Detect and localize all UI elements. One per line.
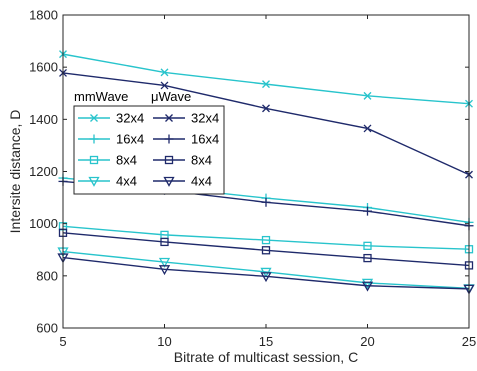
x-tick-label: 15 bbox=[259, 334, 273, 349]
y-tick-label: 1200 bbox=[29, 164, 58, 179]
series-7 bbox=[57, 253, 475, 295]
y-tick-label: 800 bbox=[36, 268, 58, 283]
x-tick-label: 20 bbox=[360, 334, 374, 349]
y-tick-label: 1000 bbox=[29, 216, 58, 231]
legend-item: 16x4 bbox=[78, 132, 144, 147]
data-point bbox=[260, 272, 272, 283]
legend-label: 16x4 bbox=[116, 132, 144, 147]
data-point bbox=[158, 257, 171, 268]
legend-label: 8x4 bbox=[116, 153, 137, 168]
axes-layer: 5 10 15 20 25 600 800 1000 1200 1400 1600 1800 bbox=[29, 8, 476, 350]
x-tick-label: 25 bbox=[462, 334, 476, 349]
legend-group-label: μWave bbox=[151, 89, 191, 104]
legend-marker bbox=[89, 134, 99, 144]
data-point bbox=[160, 237, 169, 247]
data-point bbox=[363, 241, 372, 250]
legend-marker bbox=[90, 114, 98, 122]
y-tick-label: 1600 bbox=[29, 60, 58, 75]
legend-item: 4x4 bbox=[153, 174, 212, 189]
series-line bbox=[62, 256, 470, 290]
legend-label: 32x4 bbox=[116, 111, 144, 126]
series-line bbox=[62, 225, 470, 250]
data-point bbox=[363, 206, 372, 216]
y-tick-label: 1400 bbox=[29, 112, 58, 127]
data-point bbox=[158, 265, 171, 276]
y-tick-label: 600 bbox=[36, 321, 58, 336]
y-tick-label: 1800 bbox=[29, 8, 58, 23]
data-point bbox=[361, 278, 374, 289]
legend-label: 8x4 bbox=[191, 153, 212, 168]
data-point bbox=[262, 104, 270, 113]
y-axis-title: Intersite distance, D bbox=[7, 110, 23, 234]
series-line bbox=[62, 250, 470, 290]
x-axis-title: Bitrate of multicast session, C bbox=[174, 349, 358, 365]
legend-marker bbox=[89, 155, 99, 165]
data-point bbox=[363, 124, 372, 133]
legend-marker bbox=[165, 114, 173, 122]
legend-marker bbox=[164, 134, 174, 144]
legend-label: 4x4 bbox=[191, 174, 212, 189]
data-point bbox=[160, 68, 169, 77]
data-point bbox=[261, 246, 271, 255]
data-point bbox=[261, 197, 271, 207]
series-5 bbox=[58, 228, 474, 270]
legend-label: 16x4 bbox=[191, 132, 219, 147]
legend-group-label: mmWave bbox=[74, 89, 128, 104]
legend-item: 4x4 bbox=[78, 174, 137, 189]
data-point bbox=[363, 91, 372, 100]
data-point bbox=[261, 235, 271, 245]
legend-box bbox=[73, 105, 225, 195]
data-point bbox=[160, 81, 169, 90]
legend-item: 32x4 bbox=[153, 111, 219, 126]
x-tick-label: 5 bbox=[59, 334, 66, 349]
legend-item: 32x4 bbox=[78, 111, 144, 126]
legend-item: 8x4 bbox=[78, 153, 137, 168]
legend-label: 32x4 bbox=[191, 111, 219, 126]
data-point bbox=[262, 80, 270, 89]
data-point bbox=[361, 281, 374, 292]
legend-label: 4x4 bbox=[116, 174, 137, 189]
series-line bbox=[62, 232, 470, 267]
legend-marker bbox=[163, 176, 175, 187]
legend-marker bbox=[88, 176, 100, 187]
legend-item: 8x4 bbox=[153, 153, 212, 168]
legend-marker bbox=[164, 155, 174, 165]
x-tick-label: 10 bbox=[157, 334, 171, 349]
legend-item: 16x4 bbox=[153, 132, 219, 147]
data-point bbox=[363, 253, 372, 263]
